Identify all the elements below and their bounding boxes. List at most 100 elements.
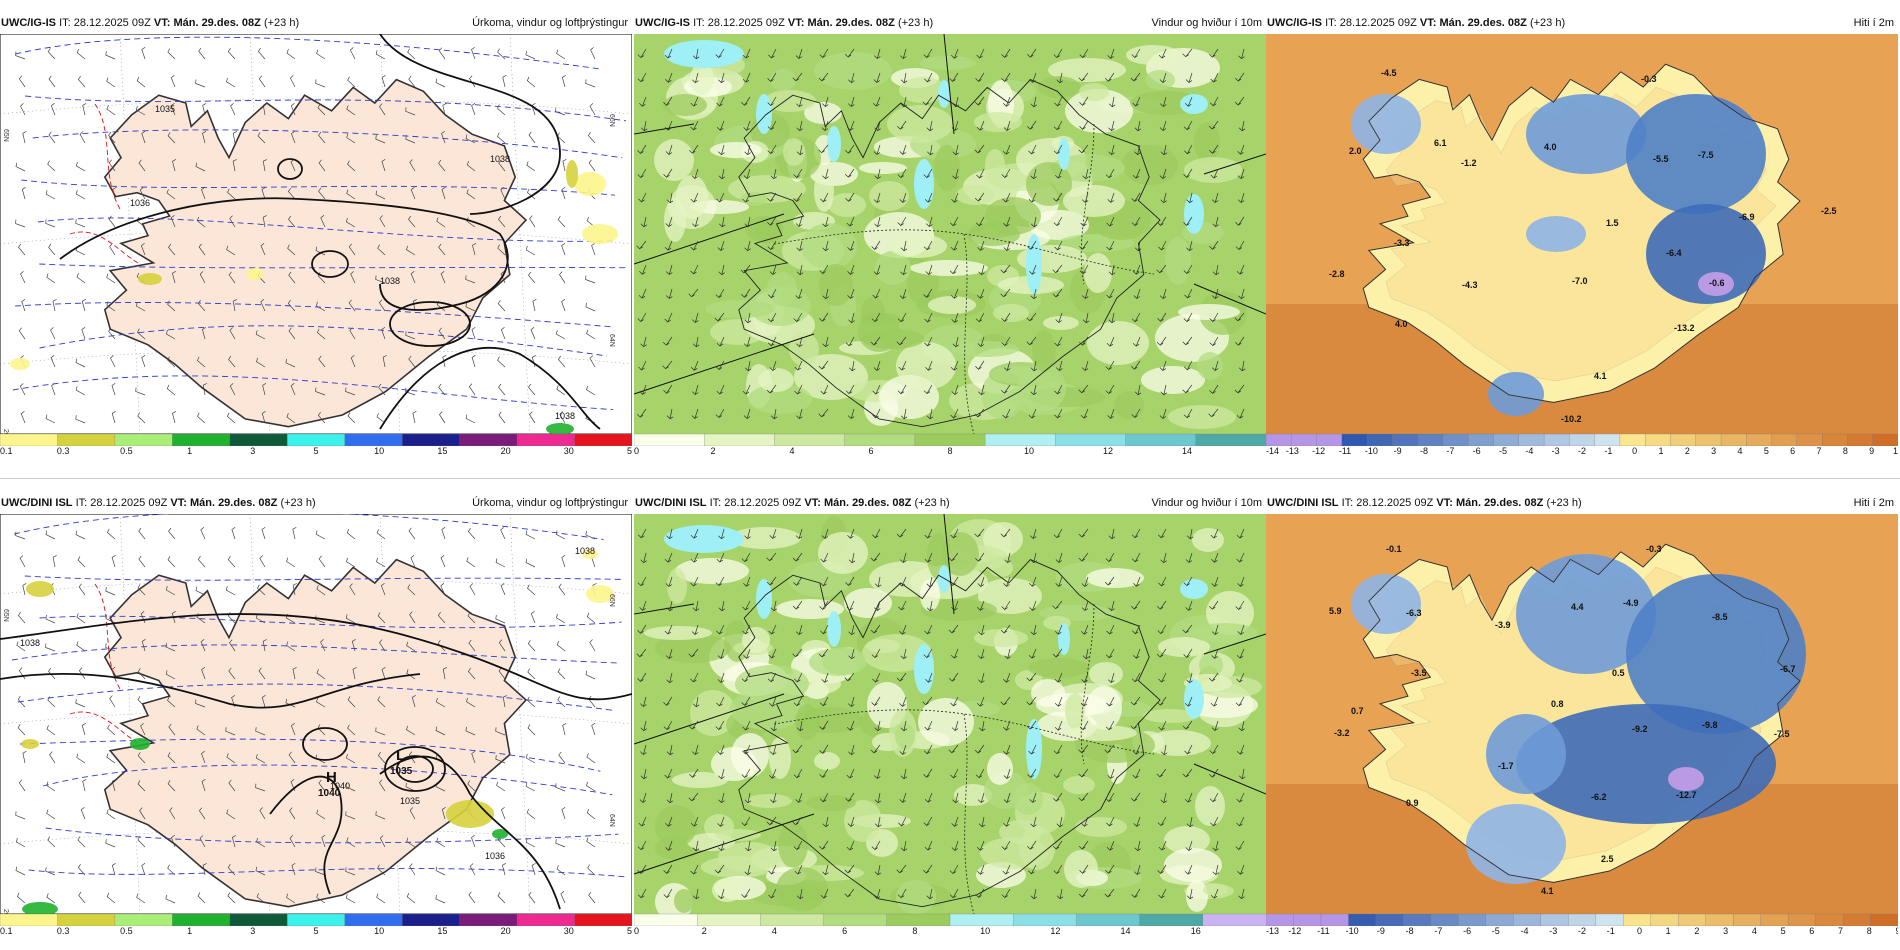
wind-arrow xyxy=(1210,528,1219,539)
model-name: UWC/IG-IS xyxy=(1267,17,1322,29)
temperature-value: -2.5 xyxy=(1821,206,1837,216)
wind-barb xyxy=(201,327,206,340)
wind-arrow xyxy=(1079,720,1089,731)
wind-barb xyxy=(442,103,447,116)
scale-tick-label: -10 xyxy=(1364,446,1378,456)
wind-arrow xyxy=(926,888,933,900)
run-time: 28.12.2025 09Z xyxy=(73,17,151,29)
wind-arrow xyxy=(974,744,985,754)
wind-speed-patch xyxy=(748,384,812,414)
region-border xyxy=(963,713,975,915)
run-label: IT: xyxy=(75,497,88,509)
wind-barb xyxy=(165,329,176,340)
wind-barb xyxy=(106,528,116,540)
wind-arrow xyxy=(819,744,829,754)
wind-arrow xyxy=(926,576,933,588)
wind-arrows xyxy=(636,528,1246,900)
colorbar-swatch xyxy=(114,913,174,926)
wind-arrow xyxy=(1238,48,1245,60)
scale-tick-label: 10 xyxy=(374,446,385,456)
wind-barb xyxy=(375,50,386,60)
wind-barb xyxy=(526,808,536,820)
scale-tick-label: -2 xyxy=(1577,446,1587,456)
temperature-value: 0.5 xyxy=(1612,668,1625,678)
wind-arrow xyxy=(1132,336,1141,347)
wind-barb xyxy=(586,808,596,820)
wind-arrow xyxy=(1029,600,1037,611)
wind-speed-patch xyxy=(1184,157,1242,183)
wind-barb xyxy=(379,639,386,652)
wind-arrow xyxy=(1235,336,1245,346)
wind-arrow xyxy=(688,720,699,730)
wind-arrow xyxy=(1054,672,1063,683)
wind-arrow xyxy=(1131,312,1141,323)
wind-barb xyxy=(231,527,236,540)
wind-barb xyxy=(108,131,116,144)
scale-tick-label: 6 xyxy=(842,926,848,936)
pressure-label: 1040 xyxy=(330,781,350,791)
wind-barb xyxy=(82,779,87,792)
wind-barb xyxy=(440,583,446,596)
wind-speed-patch xyxy=(956,185,994,205)
wind-arrow xyxy=(871,648,881,659)
wind-barb xyxy=(202,103,207,116)
wind-barb xyxy=(502,695,507,708)
wind-arrow xyxy=(1079,240,1089,250)
wind-arrow xyxy=(1052,840,1063,850)
wind-arrow xyxy=(1078,384,1089,394)
wind-barb xyxy=(49,751,56,764)
wind-arrow xyxy=(1130,792,1141,802)
colorbar-swatch xyxy=(1266,913,1295,926)
wind-barb xyxy=(556,49,566,60)
wind-arrow xyxy=(820,552,829,563)
wind-arrow xyxy=(1054,408,1063,419)
gust-patch xyxy=(1058,138,1070,170)
wind-arrow xyxy=(1079,120,1089,130)
wind-barb xyxy=(406,641,416,652)
wind-barb xyxy=(589,355,596,368)
wind-arrow xyxy=(924,192,933,203)
wind-speed-patch xyxy=(1065,89,1133,133)
wind-arrow xyxy=(1081,600,1089,611)
wind-arrow xyxy=(977,336,985,347)
scale-tick-label: 0.1 xyxy=(0,446,13,456)
wind-arrow xyxy=(1131,672,1141,683)
precip-blob xyxy=(586,585,614,603)
wind-arrow xyxy=(1183,216,1193,226)
temperature-value: -7.0 xyxy=(1572,276,1588,286)
wind-arrow xyxy=(1003,240,1011,251)
wind-speed-patch xyxy=(1018,364,1066,412)
temperature-value: -3.9 xyxy=(1495,620,1511,630)
wind-barb xyxy=(375,275,386,284)
wind-arrow xyxy=(665,816,673,827)
wind-arrow xyxy=(715,576,725,587)
wind-barb xyxy=(500,271,506,284)
wind-arrow xyxy=(898,576,907,587)
wind-speed-patch xyxy=(899,77,947,103)
scale-tick-label: -8 xyxy=(1419,446,1429,456)
wind-barb xyxy=(201,667,206,680)
temperature-value: 6.1 xyxy=(1434,138,1447,148)
wind-arrow xyxy=(1134,840,1141,852)
wind-barb xyxy=(232,131,237,144)
wind-arrow xyxy=(1209,48,1219,58)
wind-arrow xyxy=(1184,96,1193,107)
wind-barb xyxy=(315,530,326,540)
wind-barb xyxy=(137,668,146,680)
wind-arrow xyxy=(1030,888,1038,900)
colorbar-swatch xyxy=(1678,913,1707,926)
wind-barb xyxy=(586,385,596,396)
wind-arrow xyxy=(1082,168,1089,180)
wind-barb xyxy=(556,865,566,876)
wind-barb xyxy=(316,697,326,708)
precip-blob xyxy=(582,549,598,559)
wind-arrow xyxy=(1238,360,1246,372)
wind-arrow xyxy=(819,264,829,274)
wind-arrow xyxy=(1234,384,1245,394)
wind-arrow xyxy=(740,264,751,274)
wind-barb xyxy=(586,216,596,228)
run-label: IT: xyxy=(1325,17,1337,29)
colorbar-swatch xyxy=(1458,913,1487,926)
wind-arrow xyxy=(1210,816,1219,827)
wind-arrow xyxy=(900,264,907,276)
